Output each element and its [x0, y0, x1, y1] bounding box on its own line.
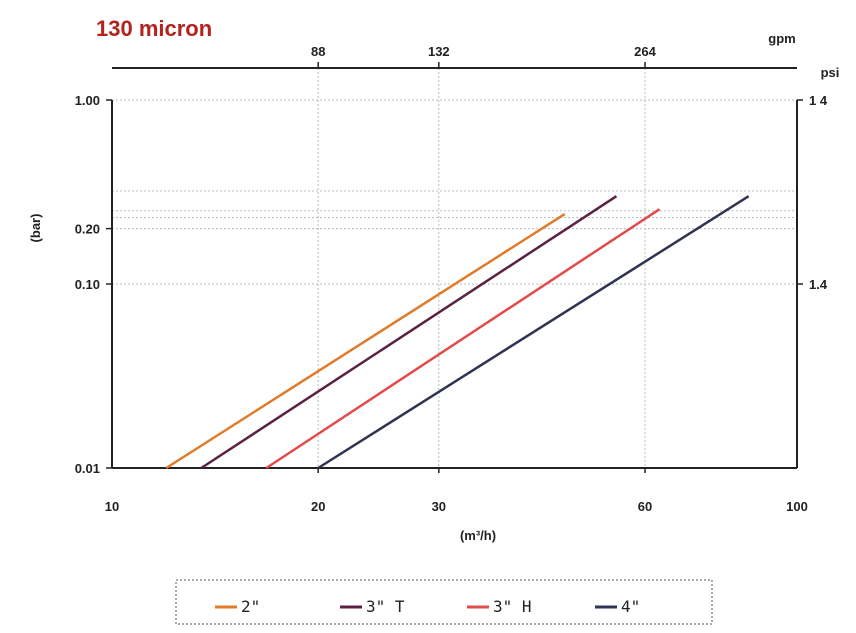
top-tick-label: 88: [311, 44, 325, 59]
right-tick-label: 1.4: [809, 277, 828, 292]
series-line: [265, 208, 661, 470]
legend-label: 3" H: [493, 597, 532, 616]
right-axis-label: psi: [821, 65, 840, 80]
series-line: [317, 195, 750, 470]
chart-title: 130 micron: [96, 16, 212, 41]
x-tick-label: 100: [786, 499, 808, 514]
legend-box: [175, 579, 713, 625]
axis-ticks: 10 20 30 60 100 0.01 0.10 0.20 1.00 88 132 264 1 4 1.…: [75, 44, 828, 514]
y-tick-label: 0.20: [75, 222, 100, 237]
legend: 2" 3" T 3" H 4": [215, 597, 640, 616]
x-tick-label: 60: [638, 499, 652, 514]
legend-label: 2": [241, 597, 260, 616]
x-tick-label: 30: [432, 499, 446, 514]
series-line: [200, 195, 618, 470]
right-tick-label: 1 4: [809, 93, 828, 108]
x-axis-label: (m³/h): [460, 528, 496, 543]
x-tick-label: 10: [105, 499, 119, 514]
top-axis-label: gpm: [768, 31, 795, 46]
gridlines: [112, 68, 797, 468]
legend-label: 3" T: [366, 597, 405, 616]
top-tick-label: 264: [634, 44, 656, 59]
top-tick-label: 132: [428, 44, 450, 59]
y-tick-label: 1.00: [75, 93, 100, 108]
legend-label: 4": [621, 597, 640, 616]
y-tick-label: 0.01: [75, 461, 100, 476]
y-axis-label: (bar): [28, 214, 43, 243]
x-tick-label: 20: [311, 499, 325, 514]
series-lines: [165, 195, 750, 470]
y-tick-label: 0.10: [75, 277, 100, 292]
series-line: [165, 212, 566, 470]
